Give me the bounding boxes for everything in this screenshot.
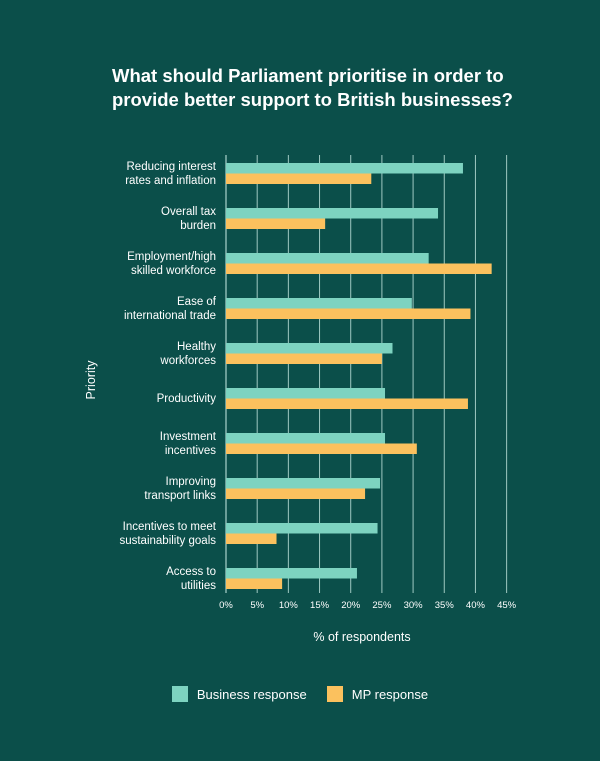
bar-business [226,568,357,579]
category-label-line: utilities [180,579,216,592]
category-label: Employment/high skilled workforce [16,250,216,278]
category-label: Overall tax burden [16,205,216,233]
x-axis-label: % of respondents [313,630,411,644]
category-label: Reducing interest rates and inflation [16,160,216,188]
category-label-line: Access to [166,565,216,578]
category-label-line: Ease of [177,295,216,308]
x-tick-label: 10% [279,600,299,611]
legend-swatch-mp [326,686,343,702]
category-label: Ease of international trade [16,295,216,323]
legend-swatch-business [171,686,188,702]
bar-business [226,478,381,489]
x-tick-label: 5% [250,600,264,611]
bar-business [226,163,463,174]
legend-item-business: Business response [171,686,307,702]
category-label-line: Investment [159,430,216,443]
x-tick-label: 35% [435,600,455,611]
category-label-line: rates and inflation [125,174,216,187]
bar-mp [226,398,468,409]
bar-business [226,298,412,309]
bar-mp [226,353,382,364]
bar-mp [226,308,471,319]
category-label-line: international trade [123,309,216,322]
legend-item-mp: MP response [326,686,429,702]
category-label-line: Productivity [156,392,216,405]
category-label-line: Overall tax [161,205,216,218]
category-label: Healthy workforces [16,340,216,368]
category-label-line: transport links [144,489,216,502]
category-label-line: Employment/high [127,250,216,263]
bar-mp [226,488,366,499]
category-label-line: workforces [160,354,216,367]
bar-business [226,343,393,354]
bar-business [226,388,386,399]
category-label: Access to utilities [16,565,216,593]
category-label-line: burden [180,219,216,232]
bar-mp [226,533,277,544]
category-label-line: Healthy [177,340,216,353]
y-axis-label: Priority [84,360,98,400]
category-label-line: incentives [164,444,216,457]
category-label-line: Incentives to meet [122,520,216,533]
bar-mp [226,443,417,454]
chart-title: What should Parliament prioritise in ord… [112,64,532,112]
bar-business [226,433,386,444]
bar-business [226,208,439,219]
category-label-line: sustainability goals [119,534,216,547]
x-tick-label: 25% [372,600,392,611]
bar-mp [226,173,372,184]
chart-title-line-2: provide better support to British busine… [112,89,513,110]
category-label-line: skilled workforce [131,264,216,277]
chart-title-line-1: What should Parliament prioritise in ord… [112,65,504,86]
bar-mp [226,578,283,589]
x-tick-label: 20% [341,600,361,611]
legend-label-mp: MP response [351,686,429,702]
category-label: Incentives to meet sustainability goals [16,520,216,548]
x-tick-label: 40% [466,600,486,611]
category-label: Investment incentives [16,430,216,458]
bar-business [226,253,429,264]
category-label-line: Reducing interest [126,160,217,173]
category-label-line: Improving [165,475,217,488]
legend: Business response MP response [0,686,600,702]
bar-mp [226,218,326,229]
legend-label-business: Business response [196,686,307,702]
bar-business [226,523,378,534]
x-tick-label: 30% [404,600,424,611]
x-tick-label: 45% [497,600,517,611]
x-tick-label: 15% [310,600,330,611]
bar-mp [226,263,492,274]
x-tick-label: 0% [219,600,233,611]
category-label: Improving transport links [16,475,216,503]
category-label: Productivity [16,392,216,406]
